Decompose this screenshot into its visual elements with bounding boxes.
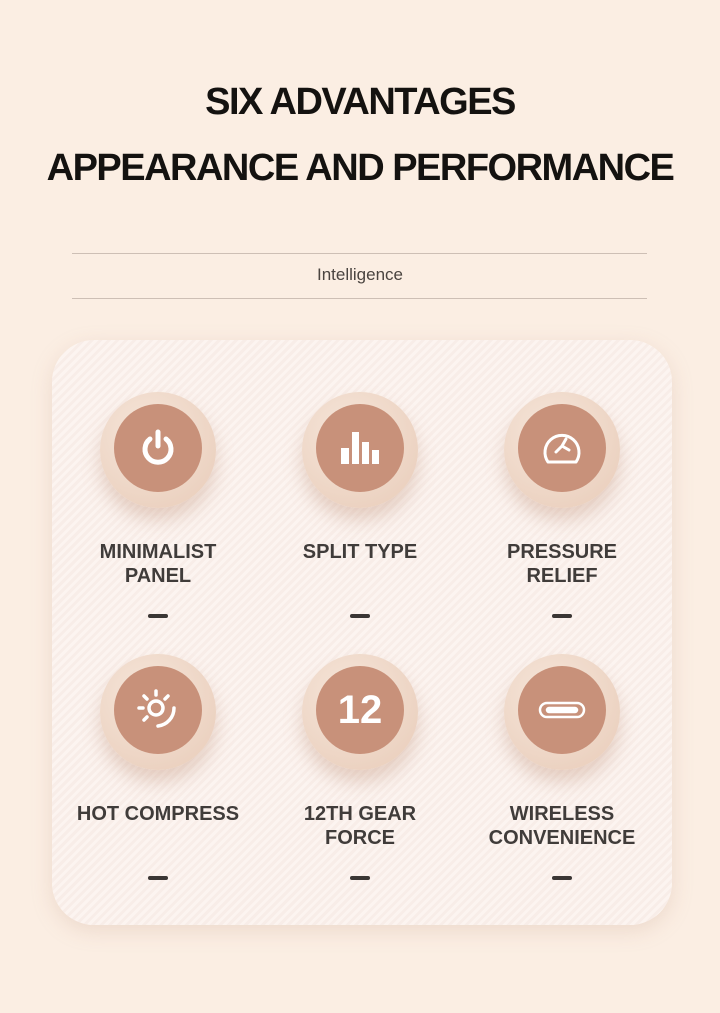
- feature-hot-compress: HOT COMPRESS: [58, 654, 258, 894]
- features-card: MINIMALIST PANEL SPLIT TYPE PRESSURE RELIE…: [52, 340, 672, 925]
- feature-pressure-relief: PRESSURE RELIEF: [462, 392, 662, 632]
- divider-bottom: [72, 298, 647, 299]
- dash: [350, 614, 370, 618]
- power-icon: [114, 404, 202, 492]
- divider-top: [72, 253, 647, 254]
- feature-split-type: SPLIT TYPE: [260, 392, 460, 632]
- headline-line-2: APPEARANCE AND PERFORMANCE: [46, 147, 675, 189]
- bar-chart-icon: [316, 404, 404, 492]
- headline-line-1: SIX ADVANTAGES: [205, 81, 516, 123]
- dash: [552, 614, 572, 618]
- feature-wireless-convenience: WIRELESS CONVENIENCE: [462, 654, 662, 894]
- dash: [552, 876, 572, 880]
- subtitle: Intelligence: [316, 265, 403, 284]
- sun-heat-icon: [114, 666, 202, 754]
- dash: [148, 614, 168, 618]
- usb-c-icon: [518, 666, 606, 754]
- pressure-gauge-icon: [518, 404, 606, 492]
- dash: [350, 876, 370, 880]
- number-12-icon: 12: [316, 666, 404, 754]
- feature-minimalist-panel: MINIMALIST PANEL: [58, 392, 258, 632]
- feature-12th-gear-force: 12 12TH GEAR FORCE: [260, 654, 460, 894]
- dash: [148, 876, 168, 880]
